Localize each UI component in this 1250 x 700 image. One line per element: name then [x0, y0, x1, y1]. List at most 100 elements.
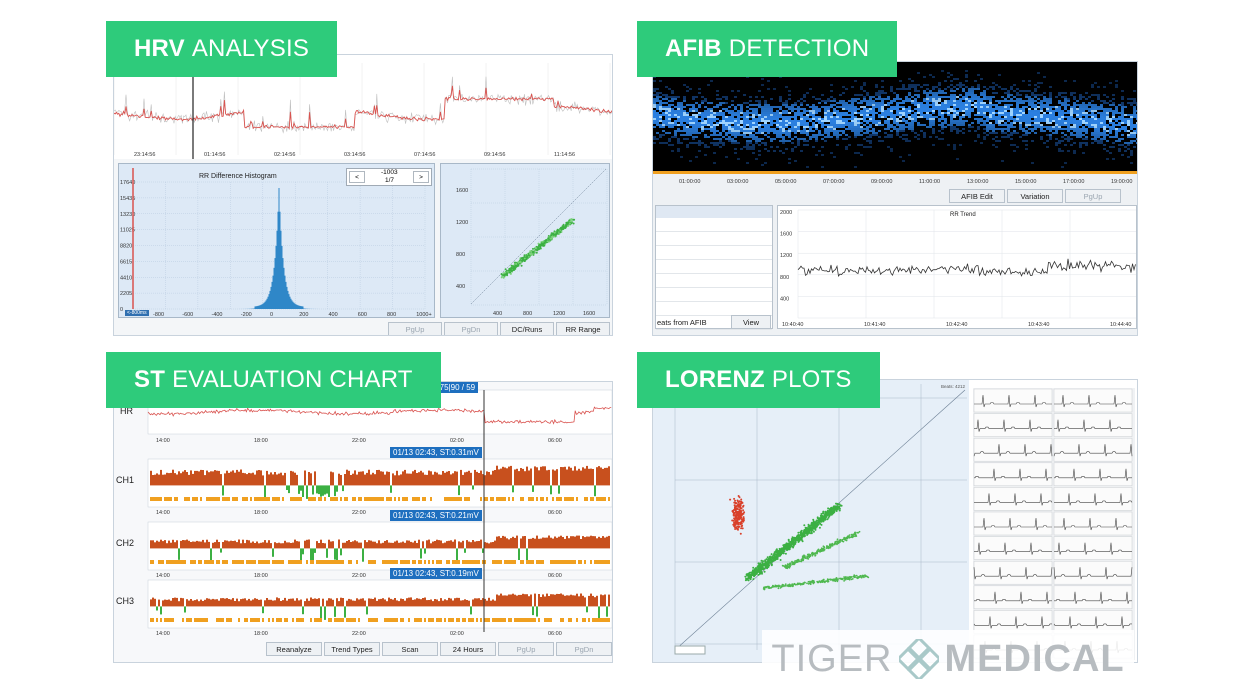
st-orange-bar: [380, 471, 382, 486]
ecg-strip[interactable]: [973, 413, 1053, 437]
ecg-strip[interactable]: [973, 511, 1053, 536]
histogram-range-badge[interactable]: <-800ms: [125, 310, 149, 316]
scatter-point: [510, 264, 513, 267]
st-orange-bar: [544, 466, 546, 486]
afib-list-row[interactable]: [656, 274, 772, 288]
lorenz-green-point: [819, 550, 821, 552]
ecg-strip[interactable]: [1053, 388, 1133, 413]
st-yellow-mark: [234, 497, 236, 501]
st-yellow-mark: [310, 560, 312, 564]
st-yellow-mark: [258, 618, 260, 622]
st-yellow-mark: [428, 560, 430, 564]
st-orange-bar: [412, 599, 414, 607]
afib-event-list[interactable]: [655, 205, 773, 330]
ecg-strip[interactable]: [1053, 487, 1133, 511]
scatter-point: [559, 231, 562, 234]
ecg-strip[interactable]: [1053, 560, 1133, 585]
lorenz-green-point: [822, 510, 825, 513]
ecg-strip[interactable]: [973, 462, 1053, 487]
st-orange-bar: [500, 468, 502, 486]
button-variation[interactable]: Variation: [1007, 189, 1063, 203]
ecg-strip[interactable]: [973, 585, 1053, 610]
st-yellow-mark: [208, 497, 210, 501]
st-yellow-mark: [570, 618, 572, 622]
histogram-bar: [278, 188, 280, 309]
lorenz-green-point: [809, 527, 812, 530]
st-orange-bar: [352, 473, 354, 486]
lorenz-green-point: [833, 506, 836, 509]
button-24-hours[interactable]: 24 Hours: [440, 642, 496, 656]
st-yellow-mark: [456, 497, 458, 501]
ecg-strip[interactable]: [1053, 585, 1133, 610]
st-orange-bar: [192, 541, 194, 549]
lorenz-green-point: [807, 523, 810, 526]
button-rr-range[interactable]: RR Range: [556, 322, 610, 335]
afib-view-button[interactable]: View: [731, 315, 771, 329]
st-yellow-mark: [340, 497, 342, 501]
afib-list-row[interactable]: [656, 288, 772, 302]
st-yellow-mark: [484, 497, 486, 501]
nav-prev-button[interactable]: <: [349, 171, 365, 183]
st-yellow-mark: [218, 618, 220, 622]
st-hr-label: HR: [120, 406, 133, 416]
ecg-strip[interactable]: [973, 487, 1053, 511]
lorenz-red-point: [736, 507, 739, 510]
st-green-bar: [220, 548, 222, 553]
button-pgdn[interactable]: PgDn: [556, 642, 612, 656]
afib-list-row[interactable]: [656, 232, 772, 246]
button-pgup[interactable]: PgUp: [388, 322, 442, 335]
lorenz-green-point: [825, 580, 828, 582]
st-orange-bar: [220, 474, 222, 486]
histogram-bar: [274, 258, 276, 309]
afib-list-row[interactable]: [656, 218, 772, 232]
st-orange-bar: [218, 600, 220, 607]
ecg-strip[interactable]: [973, 388, 1053, 413]
st-yellow-mark: [300, 560, 302, 564]
afib-list-row[interactable]: [656, 260, 772, 274]
histogram-y-tick: 8820: [120, 244, 132, 250]
st-orange-bar: [596, 538, 598, 549]
st-yellow-mark: [272, 618, 274, 622]
st-orange-bar: [266, 598, 268, 607]
lorenz-red-point: [742, 512, 745, 515]
st-orange-bar: [186, 472, 188, 486]
button-reanalyze[interactable]: Reanalyze: [266, 642, 322, 656]
st-yellow-mark: [582, 618, 584, 622]
afib-list-row[interactable]: [656, 302, 772, 316]
button-scan[interactable]: Scan: [382, 642, 438, 656]
st-orange-bar: [534, 593, 536, 607]
lorenz-green-point: [812, 520, 815, 523]
nav-next-button[interactable]: >: [413, 171, 429, 183]
st-orange-bar: [252, 599, 254, 607]
ecg-strip[interactable]: [1053, 437, 1133, 462]
ecg-strip[interactable]: [1053, 413, 1133, 437]
ecg-strip[interactable]: [1053, 536, 1133, 560]
button-pgup[interactable]: PgUp: [1065, 189, 1121, 203]
st-yellow-mark: [452, 560, 454, 564]
st-orange-bar: [280, 601, 282, 607]
afib-list-row[interactable]: [656, 246, 772, 260]
ecg-strip[interactable]: [1053, 511, 1133, 536]
button-dc-runs[interactable]: DC/Runs: [500, 322, 554, 335]
st-orange-bar: [194, 600, 196, 607]
st-orange-bar: [472, 540, 474, 549]
scatter-point: [500, 276, 503, 279]
ecg-strip[interactable]: [973, 437, 1053, 462]
lorenz-green-point: [826, 518, 829, 521]
ecg-strip[interactable]: [973, 560, 1053, 585]
button-afib-edit[interactable]: AFIB Edit: [949, 189, 1005, 203]
ecg-strip[interactable]: [1053, 462, 1133, 487]
afib-list-row[interactable]: [656, 316, 772, 330]
st-orange-bar: [412, 542, 414, 549]
ecg-strip[interactable]: [973, 536, 1053, 560]
button-pgdn[interactable]: PgDn: [444, 322, 498, 335]
button-trend-types[interactable]: Trend Types: [324, 642, 380, 656]
st-panel: 14:00 18:00 22:00 02:00 06:00 14:00 18:00 22:0…: [113, 381, 613, 663]
lorenz-green-point: [833, 511, 836, 514]
st-yellow-mark: [342, 560, 344, 564]
st-orange-bar: [274, 600, 276, 607]
st-time-tick: 18:00: [254, 631, 268, 637]
button-pgup[interactable]: PgUp: [498, 642, 554, 656]
lorenz-green-point: [810, 522, 813, 525]
